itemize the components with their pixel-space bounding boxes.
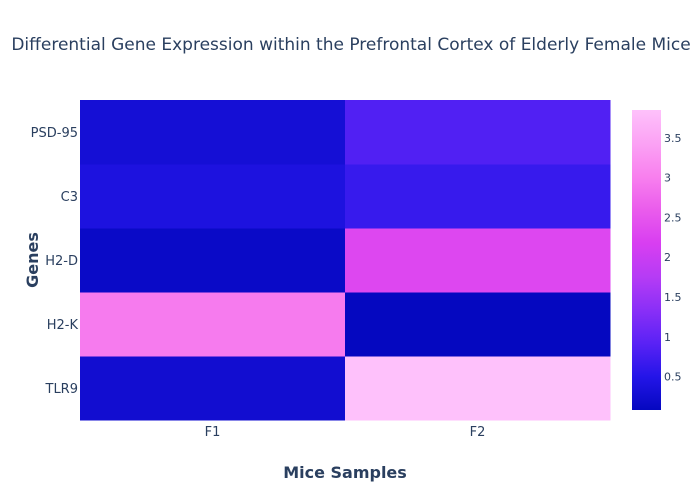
heatmap-cell-c3-f1 — [80, 164, 346, 229]
y-axis-title: Genes — [23, 232, 42, 288]
x-tick-label: F1 — [205, 425, 221, 440]
heatmap-cells — [80, 100, 611, 421]
y-tick-label: C3 — [61, 190, 78, 205]
heatmap-cell-h2-k-f1 — [80, 292, 346, 357]
heatmap-cell-psd-95-f1 — [80, 100, 346, 165]
colorbar-tick-label: 0.5 — [664, 371, 682, 384]
x-tick-label: F2 — [470, 425, 486, 440]
y-tick-label: H2-D — [45, 254, 78, 269]
heatmap-cell-h2-d-f1 — [80, 228, 346, 293]
colorbar-tick-label: 2.5 — [664, 211, 682, 224]
colorbar-tick-label: 3 — [664, 172, 671, 185]
x-axis-ticks: F1 F2 — [205, 425, 486, 440]
colorbar-ticks: 0.5 1 1.5 2 2.5 3 3.5 — [664, 132, 682, 384]
chart-title: Differential Gene Expression within the … — [11, 35, 690, 55]
heatmap-cell-tlr9-f2 — [345, 356, 611, 421]
heatmap-cell-h2-k-f2 — [345, 292, 611, 357]
heatmap-cell-c3-f2 — [345, 164, 611, 229]
y-tick-label: PSD-95 — [31, 126, 78, 141]
heatmap-cell-h2-d-f2 — [345, 228, 611, 293]
heatmap-cell-tlr9-f1 — [80, 356, 346, 421]
x-axis-title: Mice Samples — [283, 463, 407, 482]
colorbar-tick-label: 3.5 — [664, 132, 682, 145]
y-axis-ticks: TLR9 H2-K H2-D C3 PSD-95 — [31, 126, 79, 397]
colorbar — [632, 110, 661, 410]
heatmap-cell-psd-95-f2 — [345, 100, 611, 165]
y-tick-label: TLR9 — [45, 382, 79, 397]
colorbar-tick-label: 1 — [664, 331, 671, 344]
colorbar-tick-label: 1.5 — [664, 291, 682, 304]
y-tick-label: H2-K — [47, 318, 79, 333]
colorbar-tick-label: 2 — [664, 251, 671, 264]
